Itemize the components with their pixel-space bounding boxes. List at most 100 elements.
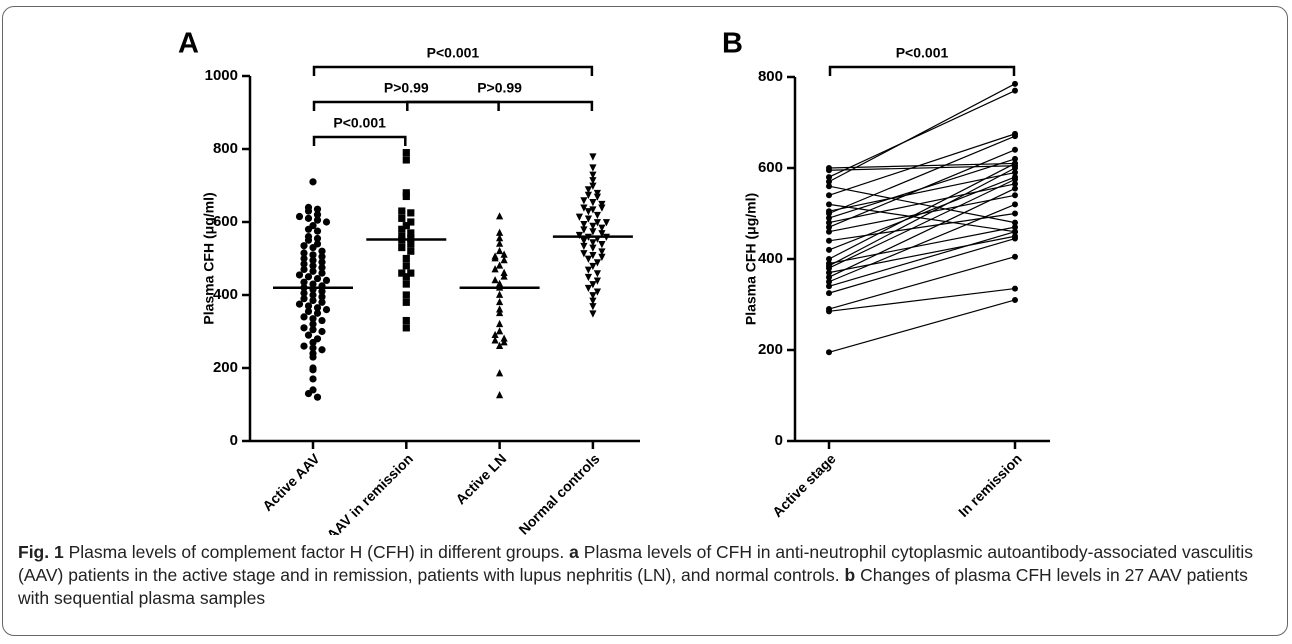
point [584, 284, 592, 293]
point [491, 330, 499, 339]
point [826, 208, 832, 215]
point [304, 233, 313, 241]
point [309, 326, 317, 334]
point [589, 206, 597, 214]
point [593, 219, 601, 227]
point [496, 341, 504, 349]
point [398, 225, 406, 233]
bracket-label: P<0.001 [427, 45, 480, 61]
point [584, 255, 592, 263]
point [309, 364, 317, 372]
x-tick-label: In remission [955, 450, 1025, 520]
point [826, 260, 832, 267]
point [1012, 130, 1018, 137]
caption-part-label: a [569, 542, 579, 562]
panel-label: B [722, 28, 743, 60]
point [402, 280, 410, 288]
point [598, 200, 606, 209]
point [1012, 219, 1018, 226]
point [318, 253, 326, 261]
point [826, 274, 832, 281]
point [398, 243, 406, 252]
pair-line [828, 167, 1016, 267]
point [1012, 228, 1018, 235]
point [598, 204, 606, 212]
point [300, 242, 308, 250]
point [309, 280, 317, 288]
point [598, 224, 606, 232]
point [402, 192, 410, 201]
point [593, 189, 601, 198]
point [1012, 155, 1018, 162]
y-tick-label: 800 [213, 140, 238, 157]
point [589, 222, 597, 230]
point [589, 164, 597, 172]
point [300, 324, 308, 332]
point [496, 297, 504, 306]
pair-line [828, 226, 1016, 265]
point [304, 331, 313, 339]
point [322, 306, 331, 314]
point [826, 283, 832, 290]
point [300, 265, 308, 274]
point [584, 215, 592, 223]
point [295, 300, 304, 308]
point [496, 234, 504, 242]
point [318, 346, 326, 354]
point [593, 211, 601, 220]
point [402, 149, 410, 157]
pair-line [828, 171, 1016, 212]
point [500, 256, 508, 264]
pair-line [828, 183, 1016, 224]
point [318, 247, 326, 255]
point [500, 272, 508, 280]
point [1012, 224, 1018, 231]
point [589, 171, 597, 179]
point [589, 228, 597, 236]
y-tick-label: 400 [758, 250, 783, 267]
point [398, 214, 406, 222]
pair-line [828, 235, 1016, 274]
point [491, 265, 499, 273]
point [826, 224, 832, 231]
pair-line [828, 287, 1016, 312]
x-tick-label: Normal controls [515, 450, 602, 535]
point [318, 298, 326, 306]
point [496, 246, 504, 255]
point [500, 334, 508, 342]
point [313, 274, 322, 283]
point [313, 234, 322, 243]
point [491, 276, 499, 284]
point [402, 291, 410, 299]
point [826, 178, 832, 185]
point [318, 327, 326, 336]
point [496, 327, 504, 335]
bracket-label: P<0.001 [333, 115, 386, 131]
point [407, 269, 415, 277]
point [589, 251, 597, 260]
y-tick-label: 200 [213, 359, 238, 376]
pair-line [828, 194, 1016, 233]
point [826, 174, 832, 181]
point [402, 222, 410, 230]
point [598, 253, 606, 261]
point [593, 288, 601, 296]
bracket [312, 65, 594, 76]
point [300, 313, 308, 321]
point [589, 281, 597, 289]
point [580, 237, 588, 245]
pair-line [828, 158, 1016, 219]
point [304, 214, 313, 222]
point [407, 209, 415, 217]
point [593, 259, 601, 267]
point [598, 230, 606, 238]
point [318, 316, 326, 325]
point [398, 269, 406, 277]
point [491, 252, 499, 260]
point [1012, 160, 1018, 167]
bracket [312, 135, 407, 146]
point [300, 342, 308, 350]
point [496, 228, 504, 236]
point [309, 262, 317, 270]
